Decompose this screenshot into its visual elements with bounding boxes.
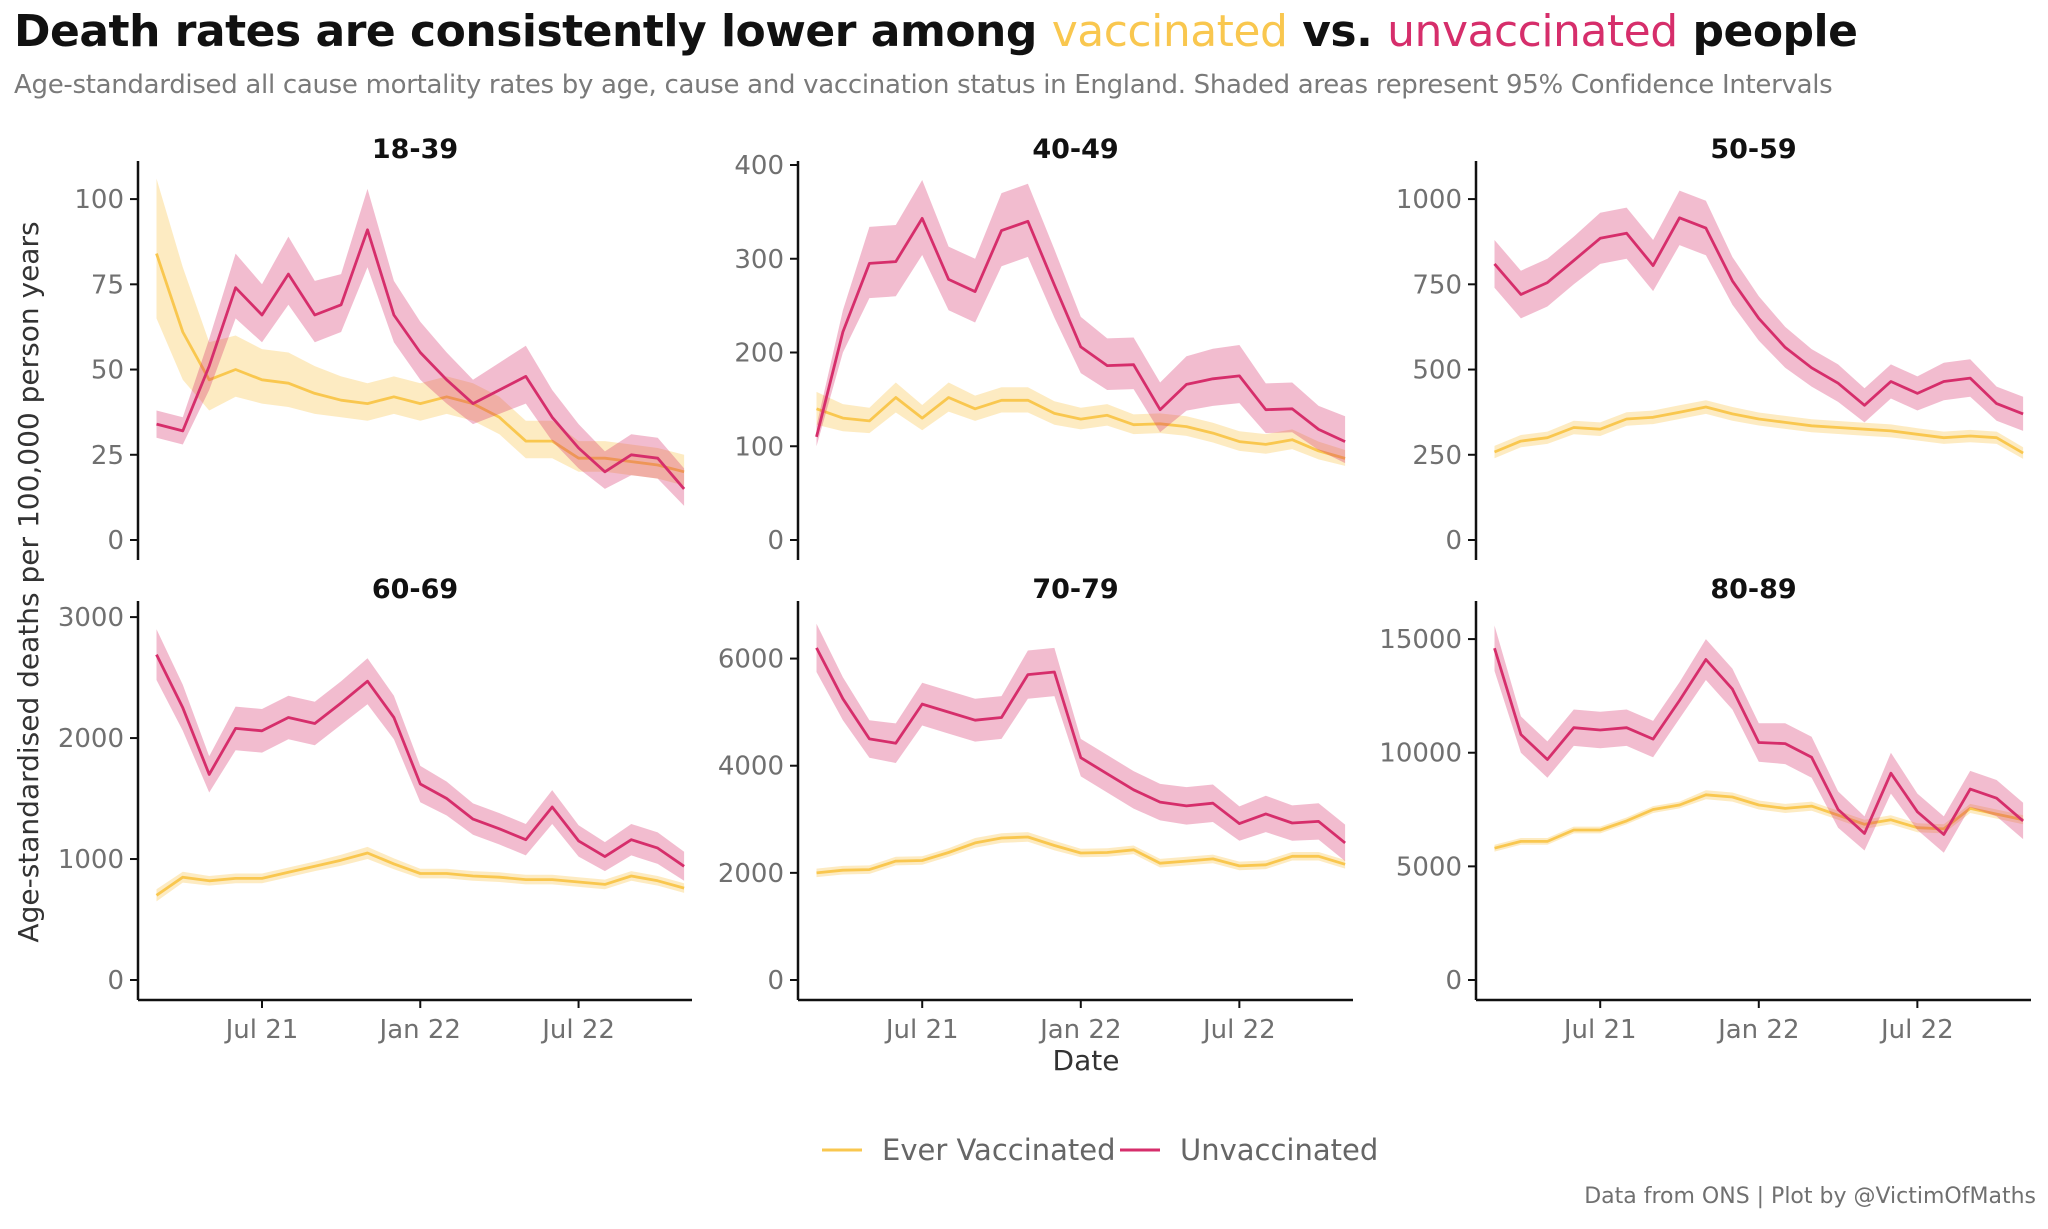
y-axis-title: Age-standardised deaths per 100,000 pers… (12, 221, 45, 942)
x-tick-label: Jul 21 (884, 1015, 959, 1045)
panel-40-49: 40-49 0 100 200 300 400 (734, 134, 1346, 560)
x-tick-label: Jan 22 (378, 1015, 461, 1045)
unvaccinated-line (1493, 216, 2024, 416)
y-tick-label: 0 (107, 526, 124, 556)
y-tick-label: 10000 (1379, 739, 1462, 769)
y-tick-label: 0 (1445, 966, 1462, 996)
x-tick-label: Jul 22 (1879, 1015, 1954, 1045)
y-tick-label: 6000 (718, 645, 784, 675)
x-tick-label: Jul 21 (224, 1015, 299, 1045)
y-tick-label: 400 (734, 151, 784, 181)
vaccinated-line (155, 851, 685, 897)
x-tick-label: Jul 22 (540, 1015, 615, 1045)
legend: Ever Vaccinated Unvaccinated (822, 1133, 1378, 1167)
unvaccinated-line (156, 228, 686, 490)
facet-title: 60-69 (372, 574, 458, 605)
panel-60-69: 60-69 0 1000 2000 3000 Jul 21 Jan 22 Jul 22 (58, 574, 692, 1045)
unvaccinated-ci-ribbon (1494, 625, 2024, 853)
x-tick-label: Jul 21 (1562, 1015, 1637, 1045)
chart-title: Death rates are consistently lower among… (14, 6, 1858, 57)
title-mid: vs. (1302, 6, 1373, 57)
y-tick-label: 750 (1412, 270, 1462, 300)
y-tick-label: 25 (91, 441, 124, 471)
facet-title: 70-79 (1032, 574, 1118, 605)
title-vaccinated: vaccinated (1051, 6, 1288, 57)
y-tick-label: 2000 (58, 724, 124, 754)
vaccinated-ci-ribbon (1494, 400, 2024, 459)
x-tick-label: Jul 22 (1201, 1015, 1276, 1045)
facet-title: 50-59 (1710, 134, 1796, 165)
panel-70-79: 70-79 0 2000 4000 6000 Jul 21 Jan 22 Jul 22 (718, 574, 1353, 1045)
chart-subtitle: Age-standardised all cause mortality rat… (14, 70, 1833, 100)
panel-18-39: 18-39 0 25 50 75 100 (74, 134, 686, 560)
title-post: people (1692, 6, 1858, 57)
y-tick-label: 2000 (718, 859, 784, 889)
y-tick-label: 0 (1445, 526, 1462, 556)
y-tick-label: 3000 (58, 603, 124, 633)
y-tick-label: 50 (91, 356, 124, 386)
facet-title: 40-49 (1032, 134, 1118, 165)
y-tick-label: 1000 (58, 845, 124, 875)
y-tick-label: 250 (1412, 441, 1462, 471)
x-tick-label: Jan 22 (1716, 1015, 1799, 1045)
title-unvaccinated: unvaccinated (1387, 6, 1678, 57)
y-tick-label: 300 (734, 245, 784, 275)
unvaccinated-ci-ribbon (816, 180, 1346, 464)
y-tick-label: 100 (734, 432, 784, 462)
y-tick-label: 500 (1412, 356, 1462, 386)
x-axis-title: Date (1053, 1044, 1120, 1077)
facet-title: 80-89 (1710, 574, 1796, 605)
y-tick-label: 100 (74, 185, 124, 215)
unvaccinated-ci-ribbon (816, 623, 1346, 862)
x-tick-label: Jan 22 (1038, 1015, 1121, 1045)
unvaccinated-ci-ribbon (1494, 190, 2024, 431)
title-pre: Death rates are consistently lower among (14, 6, 1037, 57)
unvaccinated-line (815, 647, 1346, 844)
y-tick-label: 5000 (1396, 852, 1462, 882)
panel-50-59: 50-59 0 250 500 750 1000 (1396, 134, 2024, 560)
y-tick-label: 0 (767, 526, 784, 556)
facet-title: 18-39 (372, 134, 458, 165)
y-tick-label: 75 (91, 270, 124, 300)
vaccinated-line (816, 835, 1346, 875)
unvaccinated-ci-ribbon (156, 629, 685, 881)
unvaccinated-line (1493, 647, 2025, 836)
legend-label-unvaccinated: Unvaccinated (1180, 1133, 1378, 1167)
legend-label-vaccinated: Ever Vaccinated (882, 1133, 1116, 1167)
panel-80-89: 80-89 0 5000 10000 15000 Jul 21 Jan 22 Jul 22 (1379, 574, 2031, 1045)
chart-caption: Data from ONS | Plot by @VictimOfMaths (1584, 1184, 2036, 1209)
vaccinated-ci-ribbon (816, 832, 1346, 878)
y-tick-label: 1000 (1396, 185, 1462, 215)
y-tick-label: 15000 (1379, 625, 1462, 655)
unvaccinated-ci-ribbon (156, 188, 685, 506)
y-tick-label: 0 (767, 966, 784, 996)
vaccinated-line (1493, 405, 2024, 455)
vaccinated-line (816, 396, 1346, 460)
y-tick-label: 0 (107, 966, 124, 996)
y-tick-label: 200 (734, 339, 784, 369)
unvaccinated-line (815, 216, 1346, 443)
vaccinated-line (155, 253, 685, 474)
vaccinated-ci-ribbon (1494, 790, 2024, 852)
unvaccinated-line (155, 653, 685, 868)
y-tick-label: 4000 (718, 752, 784, 782)
vaccinated-ci-ribbon (816, 382, 1346, 466)
